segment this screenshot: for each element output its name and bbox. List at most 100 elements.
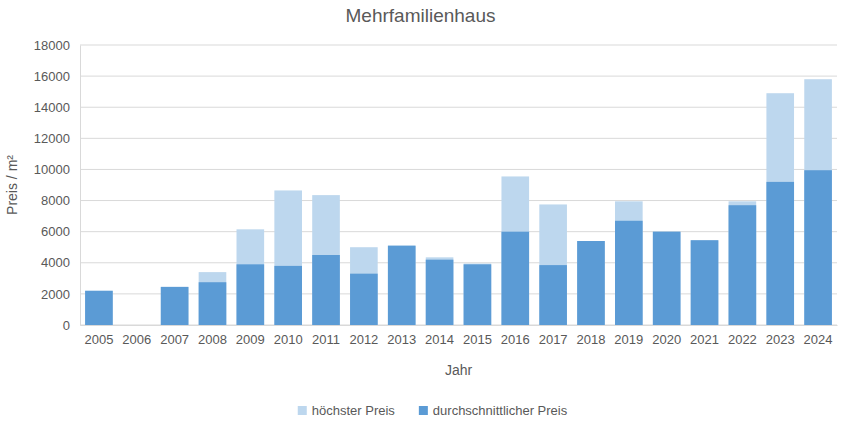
bar: [766, 182, 794, 325]
bar: [539, 265, 567, 325]
bar: [237, 229, 265, 325]
x-tick: 2014: [425, 325, 454, 347]
bar: [577, 241, 605, 325]
y-tick: 2000: [41, 287, 80, 302]
x-tick-label: 2010: [274, 332, 303, 347]
x-tick: 2008: [198, 325, 227, 347]
grid: [80, 45, 837, 325]
legend-item: durchschnittlicher Preis: [419, 403, 568, 418]
y-axis: 0200040006000800010000120001400016000180…: [34, 38, 81, 333]
x-tick-label: 2009: [236, 332, 265, 347]
grid-line: [80, 293, 837, 294]
legend-label: höchster Preis: [312, 403, 396, 418]
y-tick-label: 16000: [34, 69, 70, 84]
x-tick-label: 2024: [804, 332, 833, 347]
x-tick-label: 2011: [312, 332, 340, 347]
bar: [653, 232, 681, 325]
x-tick-label: 2014: [425, 332, 454, 347]
x-tick-label: 2021: [690, 332, 719, 347]
y-tick-label: 2000: [41, 287, 70, 302]
x-tick: 2009: [236, 325, 265, 347]
bar: [312, 255, 340, 325]
bar: [85, 291, 113, 325]
chart: 0200040006000800010000120001400016000180…: [0, 0, 845, 423]
bars: [85, 79, 832, 325]
x-tick: 2019: [614, 325, 643, 347]
bar: [653, 232, 681, 325]
x-tick-label: 2006: [122, 332, 151, 347]
y-tick: 8000: [41, 193, 80, 208]
plot: 0200040006000800010000120001400016000180…: [34, 38, 838, 348]
bar: [161, 287, 189, 325]
bar: [729, 205, 757, 325]
legend-swatch: [298, 406, 307, 415]
bar: [464, 264, 492, 325]
x-tick: 2016: [501, 325, 530, 347]
legend: höchster Preis durchschnittlicher Preis: [298, 403, 568, 418]
bar: [729, 201, 757, 325]
x-tick-label: 2013: [387, 332, 416, 347]
grid-line: [80, 76, 837, 77]
x-tick-label: 2018: [577, 332, 606, 347]
x-tick-label: 2019: [614, 332, 643, 347]
x-tick-label: 2012: [349, 332, 378, 347]
bar: [426, 257, 454, 325]
y-tick-label: 6000: [41, 224, 70, 239]
x-tick: 2020: [652, 325, 681, 347]
x-tick-label: 2016: [501, 332, 530, 347]
x-tick: 2013: [387, 325, 416, 347]
legend-swatch: [419, 406, 428, 415]
series: [85, 170, 832, 325]
bar: [274, 190, 302, 325]
bar: [577, 241, 605, 325]
bar: [691, 240, 719, 325]
y-axis-line: [80, 46, 81, 326]
x-axis: 2005200620072008200920102011201220132014…: [81, 325, 838, 347]
y-tick-label: 14000: [34, 100, 70, 115]
x-tick: 2024: [804, 325, 833, 347]
x-tick: 2010: [274, 325, 303, 347]
y-tick: 10000: [34, 162, 80, 177]
legend-item: höchster Preis: [298, 403, 396, 418]
bar: [615, 221, 643, 325]
bar: [766, 93, 794, 325]
grid-line: [80, 107, 837, 108]
bar: [237, 264, 265, 325]
y-tick: 16000: [34, 69, 80, 84]
y-tick: 4000: [41, 255, 80, 270]
y-tick-label: 8000: [41, 193, 70, 208]
grid-line: [80, 325, 837, 326]
x-tick: 2018: [577, 325, 606, 347]
y-tick: 14000: [34, 100, 80, 115]
bar: [464, 264, 492, 325]
grid-line: [80, 231, 837, 232]
grid-line: [80, 169, 837, 170]
x-tick: 2021: [690, 325, 719, 347]
x-tick-label: 2020: [652, 332, 681, 347]
x-tick-label: 2007: [160, 332, 189, 347]
grid-line: [80, 200, 837, 201]
bar: [199, 282, 227, 325]
bar: [804, 170, 832, 325]
bar: [161, 287, 189, 325]
series: [85, 79, 832, 325]
bar: [350, 274, 378, 325]
grid-line: [80, 138, 837, 139]
y-axis-title: Preis / m²: [4, 155, 20, 215]
x-axis-line: [81, 325, 838, 326]
x-tick: 2006: [122, 325, 151, 347]
bar: [804, 79, 832, 325]
bar: [388, 246, 416, 325]
bar: [615, 201, 643, 325]
legend-label: durchschnittlicher Preis: [433, 403, 568, 418]
bar: [388, 246, 416, 325]
bar: [312, 195, 340, 325]
bar: [539, 204, 567, 325]
grid-line: [80, 45, 837, 46]
bar: [426, 260, 454, 325]
x-tick-label: 2023: [766, 332, 795, 347]
x-tick: 2023: [766, 325, 795, 347]
x-tick: 2022: [728, 325, 757, 347]
x-tick-label: 2017: [539, 332, 568, 347]
y-tick: 12000: [34, 131, 80, 146]
